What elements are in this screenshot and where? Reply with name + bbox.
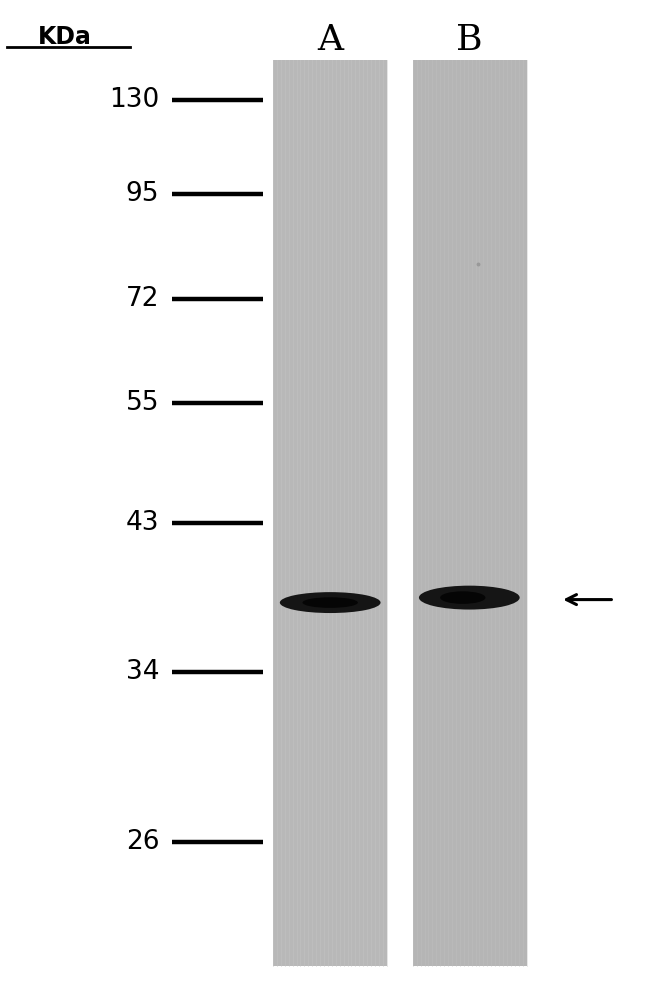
Text: KDa: KDa <box>38 25 92 49</box>
Text: 43: 43 <box>125 510 159 536</box>
Text: 55: 55 <box>125 390 159 416</box>
Text: 26: 26 <box>125 829 159 855</box>
Text: 34: 34 <box>125 659 159 685</box>
Bar <box>273 60 387 966</box>
Text: 130: 130 <box>109 87 159 113</box>
Ellipse shape <box>440 592 486 604</box>
Text: A: A <box>317 23 343 57</box>
Ellipse shape <box>280 592 381 613</box>
Ellipse shape <box>419 586 519 610</box>
Text: 95: 95 <box>125 181 159 207</box>
Text: 72: 72 <box>125 286 159 312</box>
Bar <box>413 60 526 966</box>
Ellipse shape <box>302 598 358 608</box>
Text: B: B <box>456 23 483 57</box>
